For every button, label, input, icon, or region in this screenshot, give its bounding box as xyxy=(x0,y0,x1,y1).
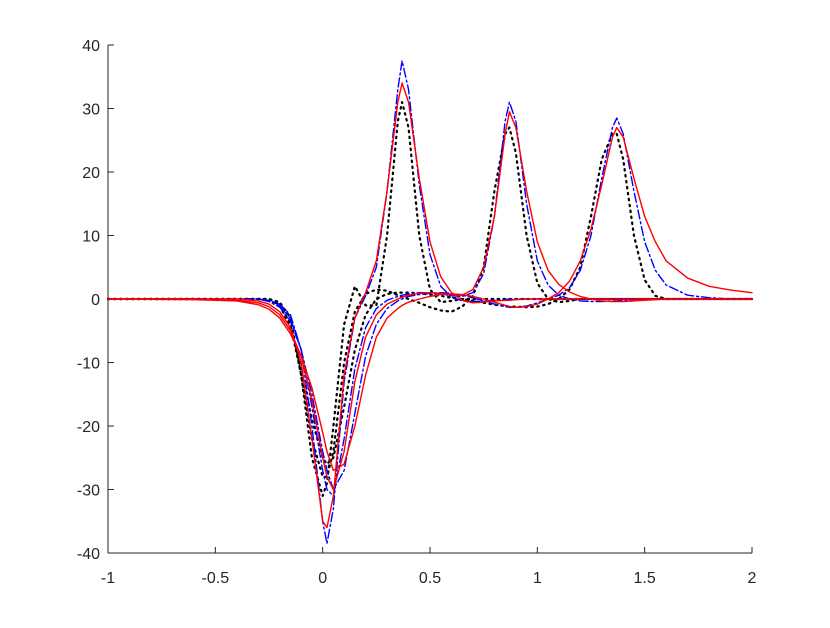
y-tick-label: 30 xyxy=(82,102,100,119)
x-tick-label: 2 xyxy=(748,570,757,587)
data-line xyxy=(107,101,753,497)
y-tick-label: 0 xyxy=(91,292,100,309)
y-tick-label: -20 xyxy=(77,419,100,436)
data-line xyxy=(106,126,754,478)
y-tick-label: 20 xyxy=(82,165,100,182)
x-tick-label: 0 xyxy=(318,570,327,587)
data-line xyxy=(106,132,754,466)
data-line xyxy=(107,126,753,472)
x-tick-label: 1 xyxy=(533,570,542,587)
y-tick-label: 40 xyxy=(82,38,100,55)
x-tick-label: -0.5 xyxy=(202,570,230,587)
y-tick-label: 10 xyxy=(82,229,100,246)
x-tick-label: 0.5 xyxy=(419,570,441,587)
data-line xyxy=(107,117,753,491)
data-line xyxy=(107,82,753,529)
data-line xyxy=(107,60,753,545)
x-tick-label: -1 xyxy=(101,570,115,587)
x-tick-label: 1.5 xyxy=(634,570,656,587)
y-tick-label: -40 xyxy=(77,546,100,563)
y-tick-label: -10 xyxy=(77,356,100,373)
data-line xyxy=(107,110,753,491)
y-tick-label: -30 xyxy=(77,483,100,500)
